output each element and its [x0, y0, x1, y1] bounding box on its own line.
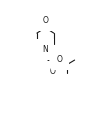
Text: O: O [42, 16, 48, 25]
Text: O: O [57, 55, 63, 64]
Text: O: O [49, 67, 55, 76]
Text: N: N [42, 45, 48, 54]
